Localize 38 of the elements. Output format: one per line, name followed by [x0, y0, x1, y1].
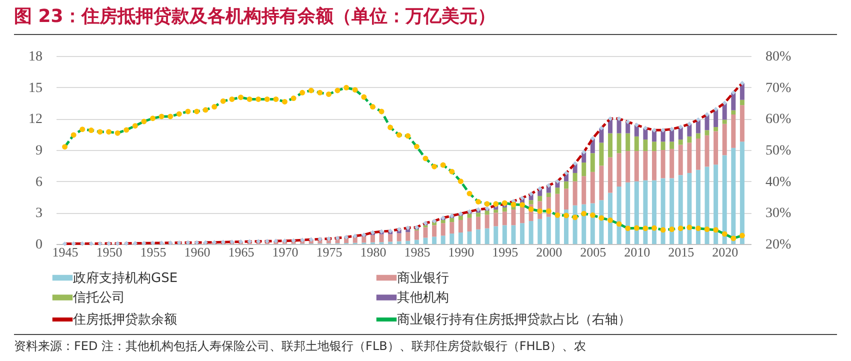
y2-tick-label: 70%	[766, 80, 792, 96]
x-tick-label: 2005	[580, 244, 606, 260]
y-tick-label: 15	[28, 80, 42, 96]
x-tick-label: 1945	[52, 244, 78, 260]
x-tick-label: 1985	[404, 244, 430, 260]
x-tick-label: 1965	[228, 244, 254, 260]
y-tick-label: 6	[36, 174, 42, 190]
x-tick-label: 1980	[360, 244, 386, 260]
legend-label: 商业银行持有住房抵押贷款占比（右轴）	[397, 312, 631, 328]
x-tick-label: 1960	[184, 244, 210, 260]
x-tick-label: 2010	[624, 244, 650, 260]
y2-tick-label: 40%	[766, 174, 792, 190]
y-tick-label: 0	[36, 238, 42, 252]
x-tick-label: 1995	[492, 244, 518, 260]
x-tick-label: 2015	[668, 244, 694, 260]
legend-label: 其他机构	[397, 290, 449, 306]
x-tick-label: 2020	[712, 244, 738, 260]
y2-tick-label: 80%	[766, 50, 792, 64]
x-tick-label: 1950	[96, 244, 122, 260]
legend-label: 商业银行	[397, 270, 449, 286]
x-tick-label: 1975	[316, 244, 342, 260]
x-tick-label: 1970	[272, 244, 298, 260]
y2-tick-label: 50%	[766, 144, 792, 158]
y2-tick-label: 20%	[766, 238, 792, 252]
text: 资料来源：FED 注：其他机构包括人寿保险公司、联邦土地银行（FLB）、联邦住房贷款银行（FHLB）、农	[14, 334, 837, 355]
y2-tick-label: 60%	[766, 112, 792, 128]
y-tick-label: 9	[36, 144, 42, 158]
y2-tick-label: 30%	[766, 206, 792, 222]
y-tick-label: 12	[28, 112, 42, 128]
y-tick-label: 3	[36, 206, 42, 222]
y-tick-label: 18	[28, 50, 42, 64]
x-tick-label: 1990	[448, 244, 474, 260]
legend-label: 信托公司	[73, 290, 125, 306]
chart-title: 图 23：住房抵押贷款及各机构持有余额（单位：万亿美元）	[14, 4, 837, 35]
x-tick-label: 2000	[536, 244, 562, 260]
x-tick-label: 1955	[140, 244, 166, 260]
legend-label: 住房抵押贷款余额	[72, 312, 177, 328]
legend-label: 政府支持机构GSE	[73, 270, 178, 286]
